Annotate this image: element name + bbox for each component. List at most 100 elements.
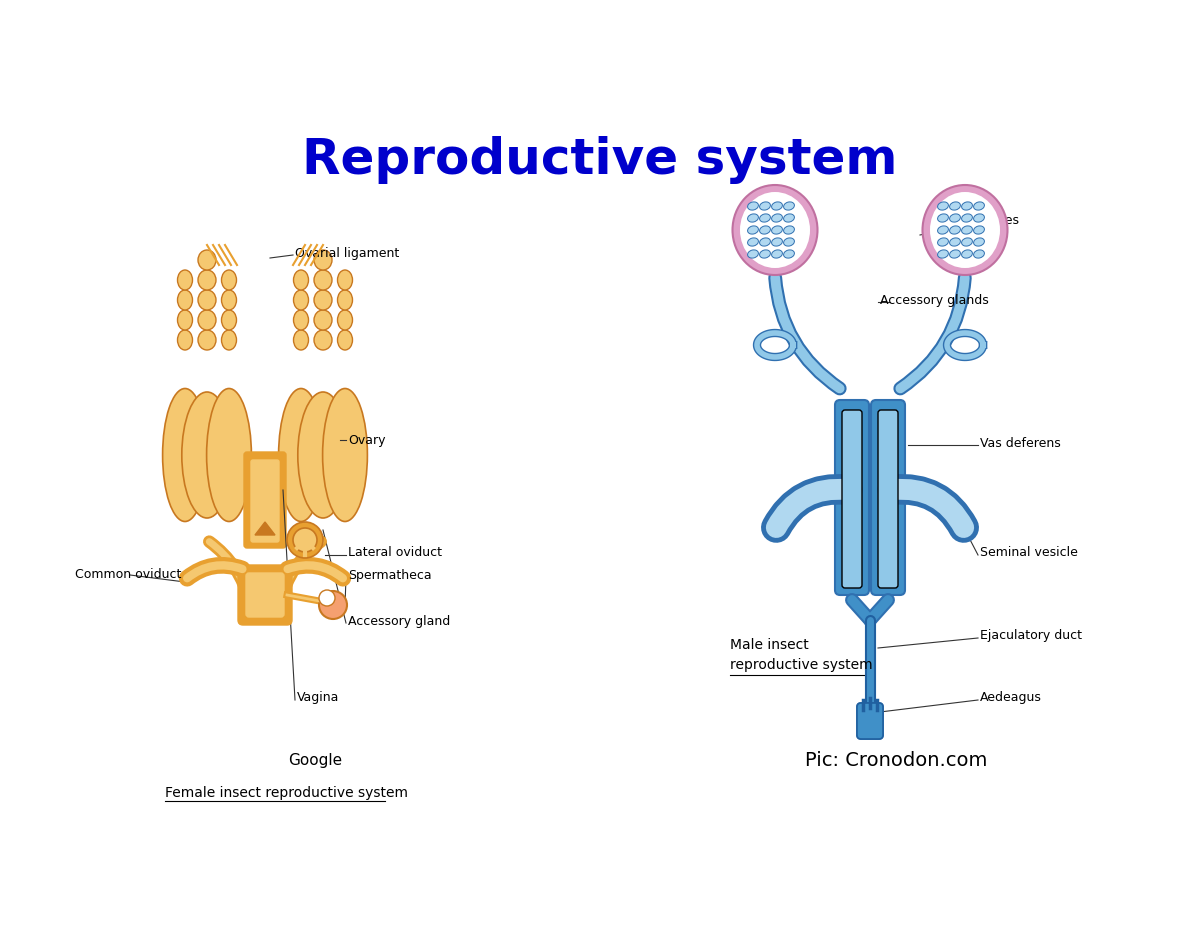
Ellipse shape xyxy=(732,185,817,275)
Circle shape xyxy=(319,590,335,606)
FancyBboxPatch shape xyxy=(246,573,284,617)
Ellipse shape xyxy=(198,330,216,350)
Circle shape xyxy=(293,528,317,552)
FancyBboxPatch shape xyxy=(857,703,883,739)
Ellipse shape xyxy=(772,202,782,210)
Ellipse shape xyxy=(784,214,794,222)
Ellipse shape xyxy=(748,250,758,258)
Text: Google: Google xyxy=(288,753,342,768)
FancyBboxPatch shape xyxy=(842,410,862,588)
Ellipse shape xyxy=(949,250,960,258)
Ellipse shape xyxy=(294,270,308,290)
Ellipse shape xyxy=(740,192,810,268)
Ellipse shape xyxy=(337,330,353,350)
Text: Ovarial ligament: Ovarial ligament xyxy=(295,247,400,260)
FancyBboxPatch shape xyxy=(244,452,286,548)
Ellipse shape xyxy=(961,214,972,222)
Ellipse shape xyxy=(973,250,984,258)
Ellipse shape xyxy=(748,214,758,222)
Ellipse shape xyxy=(949,202,960,210)
Ellipse shape xyxy=(294,330,308,350)
Circle shape xyxy=(287,522,323,558)
Text: Ejaculatory duct: Ejaculatory duct xyxy=(980,629,1082,642)
Text: Seminal vesicle: Seminal vesicle xyxy=(980,547,1078,560)
Ellipse shape xyxy=(784,202,794,210)
Ellipse shape xyxy=(784,226,794,235)
Ellipse shape xyxy=(961,250,972,258)
Ellipse shape xyxy=(937,226,948,235)
Ellipse shape xyxy=(973,214,984,222)
Ellipse shape xyxy=(760,238,770,246)
Ellipse shape xyxy=(178,290,192,310)
Text: Accessory glands: Accessory glands xyxy=(880,294,989,307)
FancyBboxPatch shape xyxy=(857,703,883,739)
Ellipse shape xyxy=(222,270,236,290)
Ellipse shape xyxy=(206,388,252,522)
Ellipse shape xyxy=(748,226,758,235)
Ellipse shape xyxy=(784,250,794,258)
Text: Ovary: Ovary xyxy=(348,434,385,447)
Ellipse shape xyxy=(930,192,1000,268)
FancyBboxPatch shape xyxy=(878,410,898,588)
Ellipse shape xyxy=(198,270,216,290)
Ellipse shape xyxy=(923,185,1008,275)
Text: Testes: Testes xyxy=(980,213,1019,226)
Ellipse shape xyxy=(760,202,770,210)
FancyBboxPatch shape xyxy=(835,400,869,595)
FancyBboxPatch shape xyxy=(251,460,278,542)
Ellipse shape xyxy=(760,226,770,235)
Ellipse shape xyxy=(314,310,332,330)
Ellipse shape xyxy=(314,290,332,310)
Ellipse shape xyxy=(937,250,948,258)
Ellipse shape xyxy=(949,214,960,222)
Ellipse shape xyxy=(198,310,216,330)
Ellipse shape xyxy=(949,238,960,246)
Ellipse shape xyxy=(937,214,948,222)
Ellipse shape xyxy=(748,202,758,210)
Text: Vas deferens: Vas deferens xyxy=(980,437,1061,450)
Ellipse shape xyxy=(937,238,948,246)
Ellipse shape xyxy=(772,226,782,235)
Ellipse shape xyxy=(973,238,984,246)
Text: Common oviduct: Common oviduct xyxy=(74,568,181,581)
Ellipse shape xyxy=(294,290,308,310)
Ellipse shape xyxy=(163,388,208,522)
Ellipse shape xyxy=(961,226,972,235)
FancyBboxPatch shape xyxy=(871,400,905,595)
Ellipse shape xyxy=(178,270,192,290)
Ellipse shape xyxy=(323,388,367,522)
Circle shape xyxy=(319,591,347,619)
Ellipse shape xyxy=(298,392,348,518)
Ellipse shape xyxy=(222,290,236,310)
Ellipse shape xyxy=(961,202,972,210)
Ellipse shape xyxy=(772,214,782,222)
Ellipse shape xyxy=(222,330,236,350)
Ellipse shape xyxy=(949,226,960,235)
Ellipse shape xyxy=(337,310,353,330)
Ellipse shape xyxy=(760,214,770,222)
Ellipse shape xyxy=(222,310,236,330)
Ellipse shape xyxy=(198,290,216,310)
Ellipse shape xyxy=(337,290,353,310)
Ellipse shape xyxy=(337,270,353,290)
Text: Male insect
reproductive system: Male insect reproductive system xyxy=(730,639,872,672)
Ellipse shape xyxy=(294,310,308,330)
Ellipse shape xyxy=(182,392,233,518)
Text: Accessory gland: Accessory gland xyxy=(348,615,450,628)
Text: Lateral oviduct: Lateral oviduct xyxy=(348,547,442,560)
Ellipse shape xyxy=(760,250,770,258)
FancyBboxPatch shape xyxy=(238,565,292,625)
Ellipse shape xyxy=(973,226,984,235)
Ellipse shape xyxy=(772,238,782,246)
Ellipse shape xyxy=(278,388,324,522)
Ellipse shape xyxy=(178,310,192,330)
Text: Spermatheca: Spermatheca xyxy=(348,569,432,582)
Ellipse shape xyxy=(314,270,332,290)
Polygon shape xyxy=(256,522,275,535)
Ellipse shape xyxy=(772,250,782,258)
Text: Aedeagus: Aedeagus xyxy=(980,692,1042,705)
Ellipse shape xyxy=(748,238,758,246)
Ellipse shape xyxy=(178,330,192,350)
Text: Female insect reproductive system: Female insect reproductive system xyxy=(166,786,408,800)
Ellipse shape xyxy=(198,250,216,270)
